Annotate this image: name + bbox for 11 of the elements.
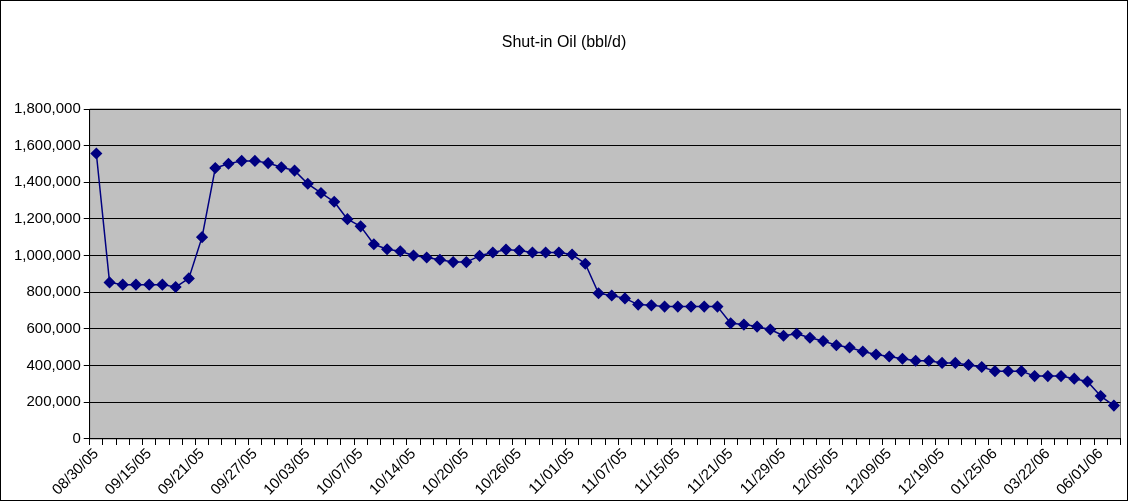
y-tick-label: 1,400,000 (14, 172, 81, 190)
y-tick-label: 1,800,000 (14, 99, 81, 117)
y-tick-label: 200,000 (26, 392, 81, 410)
y-tick-label: 0 (72, 429, 81, 447)
y-tick-label: 1,200,000 (14, 209, 81, 227)
y-tick-label: 1,600,000 (14, 135, 81, 153)
y-tick-label: 800,000 (26, 282, 81, 300)
y-tick-label: 400,000 (26, 355, 81, 373)
y-tick-label: 600,000 (26, 319, 81, 337)
y-tick-label: 1,000,000 (14, 245, 81, 263)
chart-title: Shut-in Oil (bbl/d) (500, 33, 628, 51)
